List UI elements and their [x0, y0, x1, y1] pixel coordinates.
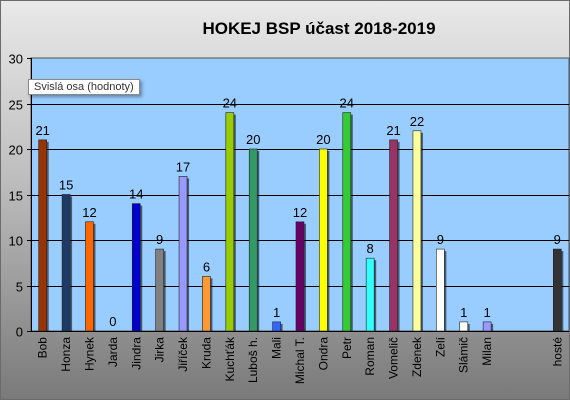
- data-label: 9: [437, 232, 444, 247]
- x-tick-label: Slámič: [457, 337, 471, 373]
- data-label: 24: [340, 96, 354, 111]
- bar: [85, 221, 94, 332]
- data-label: 22: [410, 114, 424, 129]
- x-tick-label: Mali: [270, 337, 284, 359]
- chart-title: HOKEJ BSP účast 2018-2019: [202, 19, 435, 38]
- y-tick-label: 10: [9, 234, 23, 249]
- data-label: 24: [223, 96, 237, 111]
- bar: [389, 139, 398, 332]
- x-tick-label: Zelí: [433, 336, 447, 357]
- x-tick-label: Honza: [59, 337, 73, 372]
- x-tick-label: Hynek: [82, 336, 96, 371]
- bar: [319, 148, 328, 332]
- x-tick-label: Bob: [36, 337, 50, 359]
- bar: [482, 321, 492, 332]
- bar: [459, 321, 469, 332]
- data-label: 9: [554, 232, 561, 247]
- bar: [178, 176, 188, 332]
- data-label: 0: [109, 314, 116, 329]
- y-tick-label: 30: [9, 52, 23, 67]
- x-tick-label: Milan: [480, 337, 494, 366]
- data-label: 12: [293, 205, 307, 220]
- y-tick-label: 25: [9, 98, 23, 113]
- bar: [295, 221, 305, 332]
- data-label: 20: [316, 132, 330, 147]
- data-label: 17: [176, 159, 190, 174]
- bar: [272, 321, 281, 332]
- bar: [61, 194, 71, 332]
- y-tick-label: 15: [9, 189, 23, 204]
- x-tick-label: Ondra: [316, 337, 330, 371]
- bar: [248, 148, 258, 332]
- bars: [38, 112, 564, 332]
- data-label: 6: [203, 259, 210, 274]
- x-tick-label: Kuchťák: [223, 336, 237, 382]
- x-tick-label: Petr: [340, 337, 354, 359]
- bar: [436, 248, 445, 332]
- x-tick-label: Jindra: [129, 337, 143, 370]
- bar: [155, 248, 164, 332]
- x-tick-label: Vomelič: [387, 337, 401, 379]
- data-label: 14: [129, 187, 143, 202]
- data-label: 1: [484, 305, 491, 320]
- bar: [38, 139, 47, 332]
- data-label: 20: [246, 132, 260, 147]
- y-tick-label: 20: [9, 143, 23, 158]
- bar: [412, 130, 422, 332]
- bar: [553, 248, 562, 332]
- x-tick-label: hosté: [550, 337, 564, 367]
- data-label: 1: [460, 305, 467, 320]
- bar: [342, 112, 352, 332]
- bar: [202, 276, 211, 332]
- bar: [225, 112, 235, 332]
- y-tick-label: 0: [16, 325, 23, 340]
- data-label: 21: [386, 123, 400, 138]
- x-tick-label: Kruda: [199, 337, 213, 369]
- axis-tooltip: Svislá osa (hodnoty): [28, 79, 140, 95]
- x-tick-label: Luboš h.: [246, 337, 260, 383]
- x-tick-label: Jiříček: [176, 336, 190, 372]
- data-label: 1: [273, 305, 280, 320]
- y-tick-label: 5: [16, 280, 23, 295]
- data-label: 9: [156, 232, 163, 247]
- data-label: 12: [82, 205, 96, 220]
- x-tick-label: Roman: [363, 337, 377, 376]
- x-axis: Bob Honza Hynek Jarda Jindra Jirka Jiříček Krud…: [36, 336, 565, 384]
- bar: [131, 203, 141, 332]
- bar: [365, 257, 375, 332]
- data-label: 15: [59, 178, 73, 193]
- x-tick-label: Jirka: [153, 337, 167, 363]
- data-labels: 21 15 12 0 14 9 17 6 24 20 1 12 20 24 8 21 22 9 1 1 9: [35, 96, 560, 329]
- x-tick-label: Zdenek: [410, 336, 424, 377]
- x-tick-label: Jarda: [106, 337, 120, 367]
- x-tick-label: Michal T.: [293, 337, 307, 384]
- data-label: 8: [367, 241, 374, 256]
- data-label: 21: [35, 123, 49, 138]
